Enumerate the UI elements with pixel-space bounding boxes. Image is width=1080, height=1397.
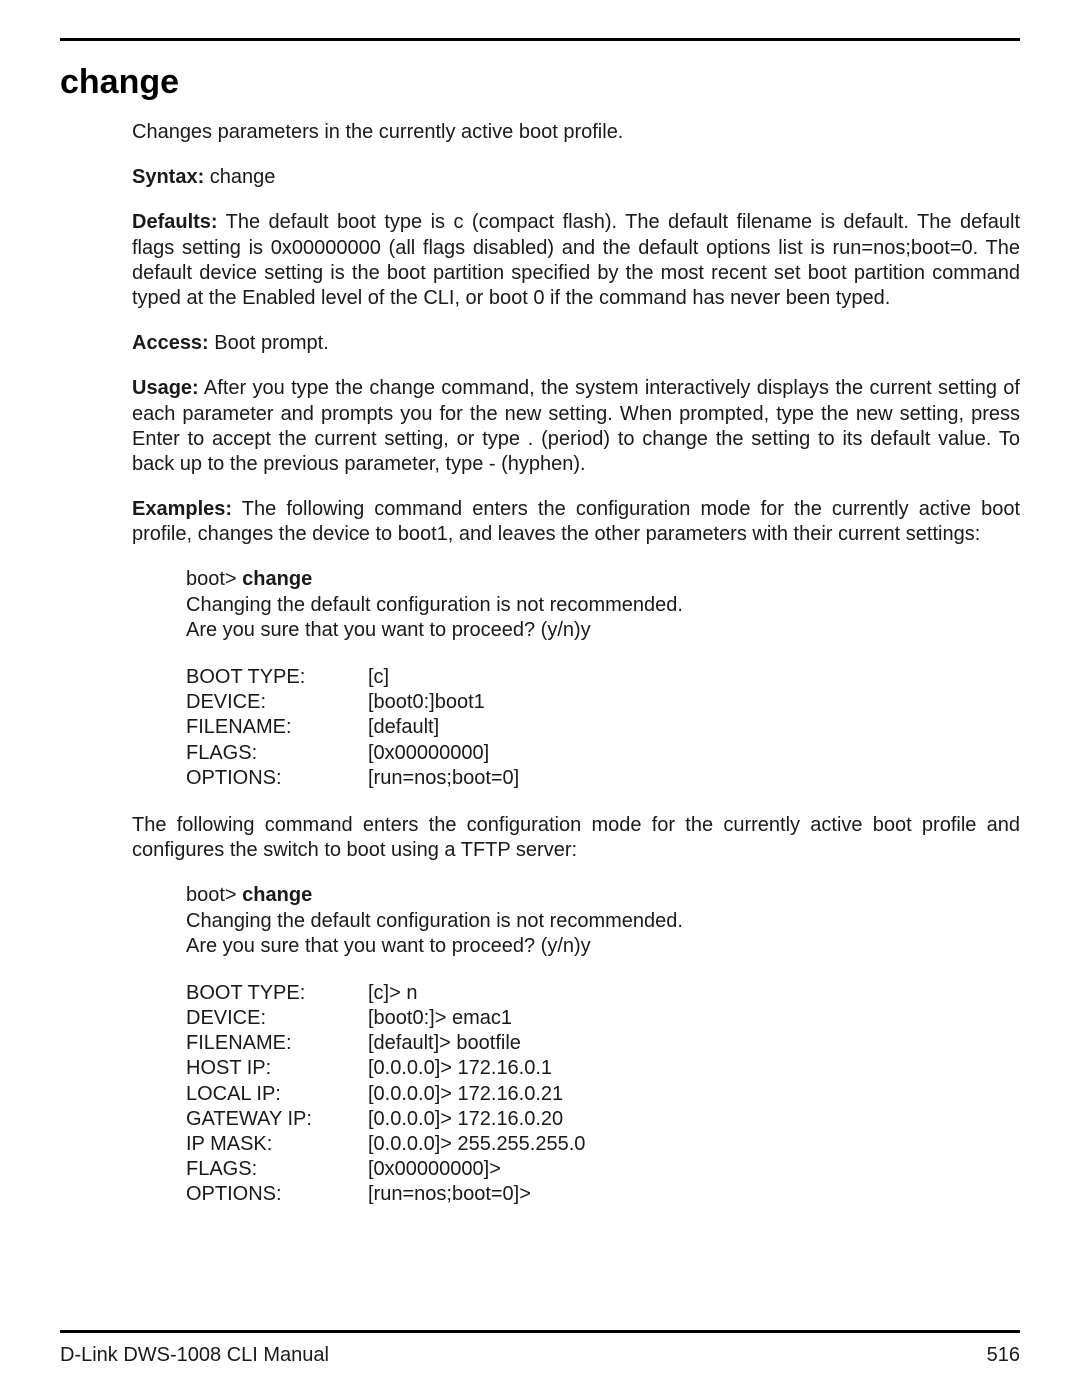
example-2-param-row: OPTIONS:[run=nos;boot=0]> <box>186 1182 1020 1207</box>
example-1-param-key: FLAGS: <box>186 741 368 766</box>
page-heading: change <box>60 63 1020 102</box>
examples-label: Examples: <box>132 498 232 520</box>
example-2-param-row: HOST IP:[0.0.0.0]> 172.16.0.1 <box>186 1056 1020 1081</box>
example-2-param-value: [run=nos;boot=0]> <box>368 1182 1020 1207</box>
example-1-param-value: [default] <box>368 715 1020 740</box>
example-2-param-key: FLAGS: <box>186 1157 368 1182</box>
example-2-param-value: [0.0.0.0]> 172.16.0.21 <box>368 1082 1020 1107</box>
example-1-param-key: OPTIONS: <box>186 766 368 791</box>
example-1-param-row: FILENAME:[default] <box>186 715 1020 740</box>
usage-paragraph: Usage: After you type the change command… <box>132 376 1020 477</box>
example-2-param-row: GATEWAY IP:[0.0.0.0]> 172.16.0.20 <box>186 1107 1020 1132</box>
usage-label: Usage: <box>132 377 199 399</box>
example-1-params: BOOT TYPE:[c]DEVICE:[boot0:]boot1FILENAM… <box>132 665 1020 791</box>
example-2-param-value: [0.0.0.0]> 172.16.0.20 <box>368 1107 1020 1132</box>
footer-right: 516 <box>987 1344 1020 1367</box>
example-1-param-value: [0x00000000] <box>368 741 1020 766</box>
example-1-param-value: [boot0:]boot1 <box>368 690 1020 715</box>
defaults-paragraph: Defaults: The default boot type is c (co… <box>132 210 1020 311</box>
example-1-prompt: boot> change <box>186 567 1020 592</box>
examples-paragraph: Examples: The following command enters t… <box>132 497 1020 547</box>
footer-left: D-Link DWS-1008 CLI Manual <box>60 1344 329 1367</box>
access-paragraph: Access: Boot prompt. <box>132 331 1020 356</box>
example-1-param-value: [run=nos;boot=0] <box>368 766 1020 791</box>
example-2-param-value: [default]> bootfile <box>368 1031 1020 1056</box>
example-2-param-value: [0.0.0.0]> 172.16.0.1 <box>368 1056 1020 1081</box>
example-2-param-row: LOCAL IP:[0.0.0.0]> 172.16.0.21 <box>186 1082 1020 1107</box>
access-value: Boot prompt. <box>209 332 329 354</box>
example-2-param-key: LOCAL IP: <box>186 1082 368 1107</box>
example-1-warn-1: Changing the default configuration is no… <box>186 593 1020 618</box>
example-1-param-row: FLAGS:[0x00000000] <box>186 741 1020 766</box>
defaults-label: Defaults: <box>132 211 218 233</box>
example-2-prompt-prefix: boot> <box>186 884 242 906</box>
syntax-value: change <box>204 166 275 188</box>
example-1-prompt-block: boot> change Changing the default config… <box>132 567 1020 643</box>
example-1-param-row: BOOT TYPE:[c] <box>186 665 1020 690</box>
example-2-param-value: [0x00000000]> <box>368 1157 1020 1182</box>
example-2-params: BOOT TYPE:[c]> nDEVICE:[boot0:]> emac1FI… <box>132 981 1020 1208</box>
example-2-param-value: [c]> n <box>368 981 1020 1006</box>
usage-value: After you type the change command, the s… <box>132 377 1020 475</box>
example-1-prompt-cmd: change <box>242 568 312 590</box>
example-2-param-row: DEVICE:[boot0:]> emac1 <box>186 1006 1020 1031</box>
bottom-rule <box>60 1330 1020 1333</box>
example-1-param-row: DEVICE:[boot0:]boot1 <box>186 690 1020 715</box>
example-2-param-value: [boot0:]> emac1 <box>368 1006 1020 1031</box>
example-2-param-row: IP MASK:[0.0.0.0]> 255.255.255.0 <box>186 1132 1020 1157</box>
examples-value: The following command enters the configu… <box>132 498 1020 545</box>
example-1-param-row: OPTIONS:[run=nos;boot=0] <box>186 766 1020 791</box>
example-1-param-key: DEVICE: <box>186 690 368 715</box>
example-2-param-key: FILENAME: <box>186 1031 368 1056</box>
defaults-value: The default boot type is c (compact flas… <box>132 211 1020 309</box>
example-2-param-key: HOST IP: <box>186 1056 368 1081</box>
between-paragraph: The following command enters the configu… <box>132 813 1020 863</box>
top-rule <box>60 38 1020 41</box>
example-1-prompt-prefix: boot> <box>186 568 242 590</box>
example-2-param-value: [0.0.0.0]> 255.255.255.0 <box>368 1132 1020 1157</box>
example-2-prompt-cmd: change <box>242 884 312 906</box>
example-2-warn-2: Are you sure that you want to proceed? (… <box>186 934 1020 959</box>
example-1-param-value: [c] <box>368 665 1020 690</box>
example-2-param-key: GATEWAY IP: <box>186 1107 368 1132</box>
example-2-prompt: boot> change <box>186 883 1020 908</box>
example-2-warn-1: Changing the default configuration is no… <box>186 909 1020 934</box>
example-2-param-key: DEVICE: <box>186 1006 368 1031</box>
example-1-param-key: BOOT TYPE: <box>186 665 368 690</box>
example-2-param-key: BOOT TYPE: <box>186 981 368 1006</box>
access-label: Access: <box>132 332 209 354</box>
page-footer: D-Link DWS-1008 CLI Manual 516 <box>60 1344 1020 1367</box>
intro-paragraph: Changes parameters in the currently acti… <box>132 120 1020 145</box>
example-2-param-row: FILENAME:[default]> bootfile <box>186 1031 1020 1056</box>
content-body: Changes parameters in the currently acti… <box>60 120 1020 1208</box>
example-2-param-row: FLAGS:[0x00000000]> <box>186 1157 1020 1182</box>
example-2-param-key: IP MASK: <box>186 1132 368 1157</box>
example-2-param-row: BOOT TYPE:[c]> n <box>186 981 1020 1006</box>
example-2-prompt-block: boot> change Changing the default config… <box>132 883 1020 959</box>
syntax-paragraph: Syntax: change <box>132 165 1020 190</box>
example-1-warn-2: Are you sure that you want to proceed? (… <box>186 618 1020 643</box>
example-1-param-key: FILENAME: <box>186 715 368 740</box>
syntax-label: Syntax: <box>132 166 204 188</box>
example-2-param-key: OPTIONS: <box>186 1182 368 1207</box>
